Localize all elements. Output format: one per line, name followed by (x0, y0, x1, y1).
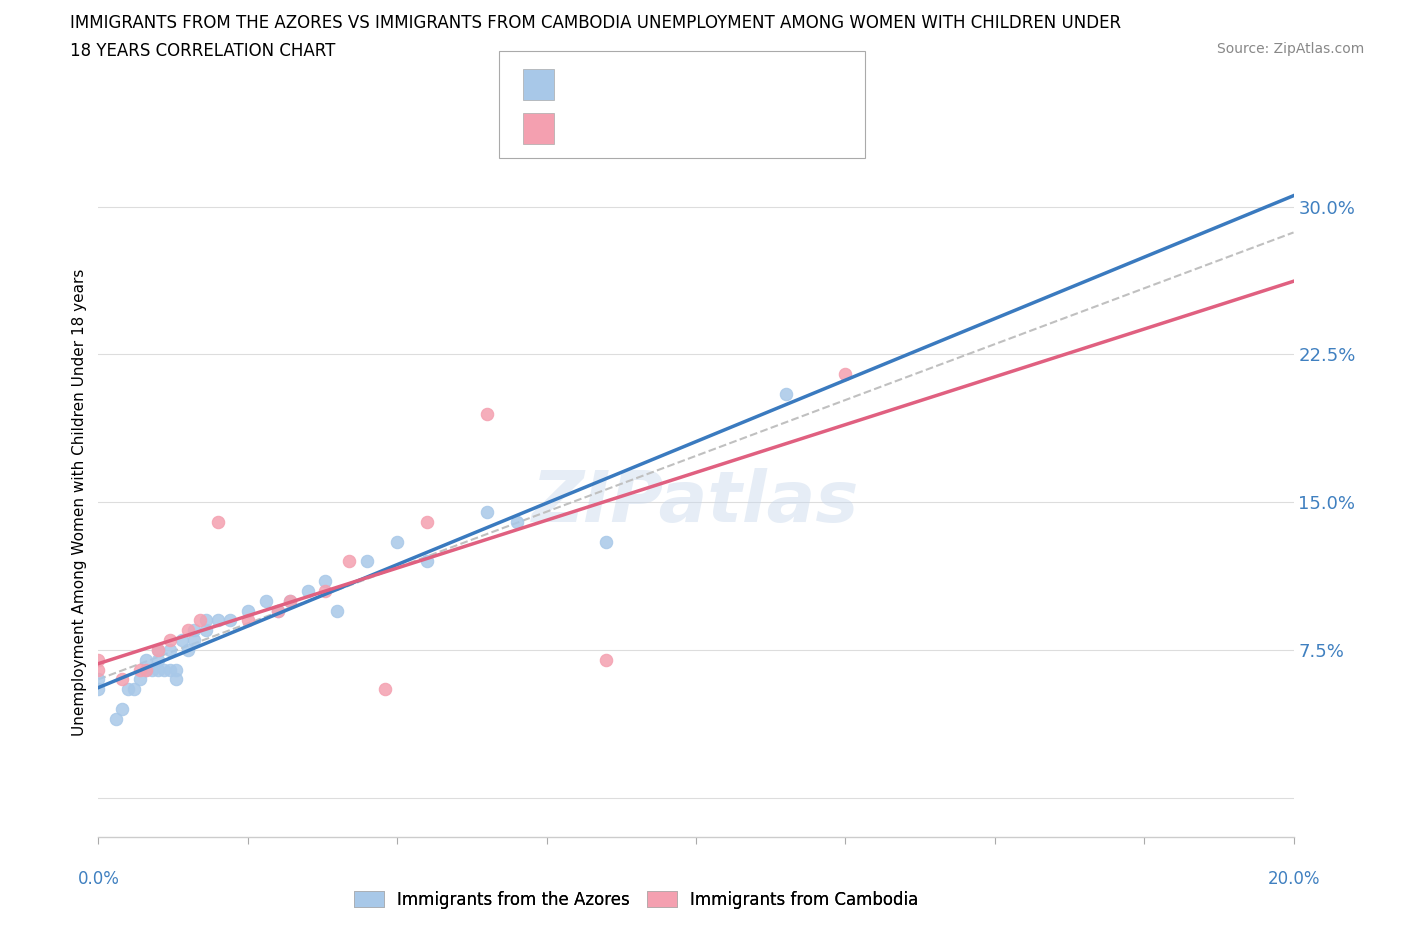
Point (129, 662, 152, 677)
Y-axis label: Unemployment Among Women with Children Under 18 years: Unemployment Among Women with Children U… (72, 269, 87, 736)
Point (183, 623, 205, 638)
Point (165, 662, 187, 677)
Point (385, 534, 409, 549)
Point (87, 672, 110, 687)
Text: R = 0.488   N = 40: R = 0.488 N = 40 (565, 73, 751, 93)
Point (194, 623, 218, 638)
Point (595, 652, 617, 667)
Point (475, 406, 498, 421)
Point (595, 534, 617, 549)
Point (129, 672, 152, 687)
Point (177, 643, 200, 658)
Point (267, 603, 290, 618)
Point (135, 662, 157, 677)
Point (506, 514, 529, 529)
Point (159, 662, 181, 677)
Point (87, 682, 110, 697)
Text: 0.0%: 0.0% (77, 870, 120, 887)
Point (165, 672, 187, 687)
Point (87, 662, 110, 677)
Point (135, 652, 157, 667)
Point (153, 662, 176, 677)
Point (834, 366, 856, 381)
Point (141, 662, 163, 677)
Point (278, 593, 301, 608)
Point (267, 603, 290, 618)
Point (339, 554, 360, 569)
Point (148, 643, 170, 658)
Text: 20.0%: 20.0% (1267, 870, 1320, 887)
Point (236, 603, 259, 618)
Point (177, 623, 200, 638)
Point (148, 652, 170, 667)
Point (172, 632, 194, 647)
Text: Source: ZipAtlas.com: Source: ZipAtlas.com (1216, 42, 1364, 56)
Point (297, 583, 319, 598)
Point (475, 505, 498, 520)
Text: ZIPatlas: ZIPatlas (533, 468, 859, 537)
Text: R = 0.274   N = 20: R = 0.274 N = 20 (565, 117, 751, 137)
Point (416, 554, 439, 569)
Point (374, 682, 396, 697)
Point (148, 643, 170, 658)
Text: IMMIGRANTS FROM THE AZORES VS IMMIGRANTS FROM CAMBODIA UNEMPLOYMENT AMONG WOMEN : IMMIGRANTS FROM THE AZORES VS IMMIGRANTS… (70, 14, 1122, 32)
Point (254, 593, 277, 608)
Point (87, 652, 110, 667)
Point (188, 613, 211, 628)
Point (207, 613, 229, 628)
Point (315, 583, 337, 598)
Point (124, 682, 146, 697)
Point (117, 682, 139, 697)
Point (315, 574, 337, 589)
Point (159, 632, 181, 647)
Point (219, 613, 242, 628)
Point (207, 514, 229, 529)
Point (111, 672, 134, 687)
Point (159, 643, 181, 658)
Point (148, 662, 170, 677)
Point (183, 632, 205, 647)
Point (236, 613, 259, 628)
Point (135, 662, 157, 677)
Point (111, 701, 134, 716)
Point (278, 593, 301, 608)
Point (356, 554, 378, 569)
Text: 18 YEARS CORRELATION CHART: 18 YEARS CORRELATION CHART (70, 42, 336, 60)
Point (326, 603, 349, 618)
Point (416, 514, 439, 529)
Point (775, 387, 797, 402)
Point (105, 711, 128, 726)
Legend: Immigrants from the Azores, Immigrants from Cambodia: Immigrants from the Azores, Immigrants f… (347, 884, 925, 916)
Point (194, 613, 218, 628)
